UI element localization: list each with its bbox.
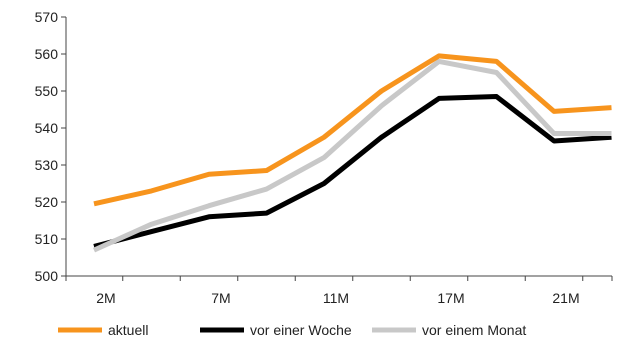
x-tick-label: 2M [96,290,115,306]
legend-label-0: aktuell [108,322,148,338]
legend: aktuell vor einer Woche vor einem Monat [58,322,526,338]
y-tick-label: 560 [35,46,59,62]
y-tick-label: 510 [35,231,59,247]
y-tick-label: 520 [35,194,59,210]
x-tick-label: 17M [437,290,464,306]
y-tick-label: 570 [35,9,59,25]
y-tick-label: 530 [35,157,59,173]
y-tick-label: 540 [35,120,59,136]
legend-label-2: vor einem Monat [422,322,526,338]
legend-label-1: vor einer Woche [250,322,352,338]
series-line-2 [92,58,612,253]
series-line-1 [93,94,612,249]
series-lines [92,53,612,253]
y-tick-label: 550 [35,83,59,99]
y-tick-label: 500 [35,268,59,284]
series-line-0 [93,53,612,207]
axes: 500 510 520 530 540 550 560 570 2M 7M 11M 17M 21M [35,9,613,306]
x-tick-label: 11M [323,290,349,306]
x-tick-label: 21M [552,290,579,306]
x-tick-label: 7M [211,290,230,306]
